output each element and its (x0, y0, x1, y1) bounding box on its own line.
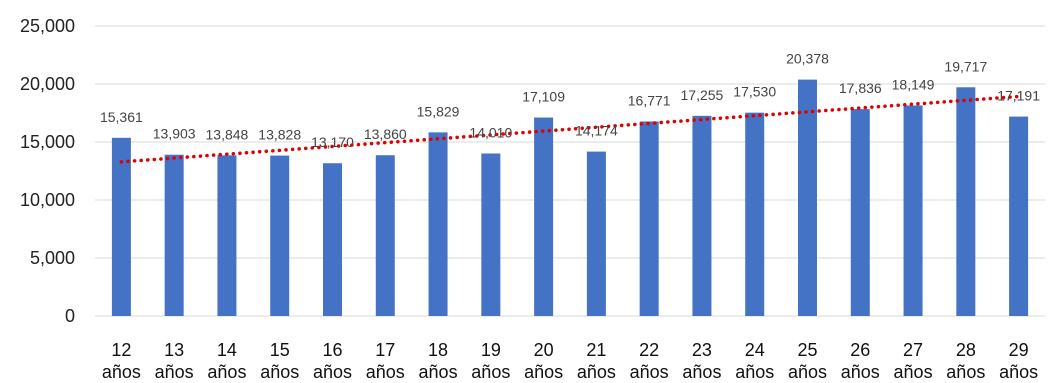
data-label: 13,828 (258, 127, 301, 143)
x-category-label: 27 años (894, 340, 933, 382)
x-axis-categories: 12 años 13 años 14 años 15 años 16 años 17 años 18 añ… (102, 340, 1038, 382)
bar (956, 87, 976, 316)
x-category-label: 28 años (946, 340, 985, 382)
x-category-label: 25 años (788, 340, 827, 382)
data-labels: 15,361 13,903 13,848 13,828 13,170 13,860 15,8… (100, 51, 1040, 151)
bars (111, 79, 1029, 317)
x-category-label: 13 años (155, 340, 194, 382)
x-category-label: 12 años (102, 340, 141, 382)
bar (323, 163, 342, 316)
gridlines (95, 25, 1045, 317)
data-label: 13,848 (206, 126, 249, 142)
bar (111, 137, 131, 316)
x-category-label: 19 años (471, 340, 510, 382)
bar (639, 121, 659, 317)
data-label: 14,010 (469, 124, 512, 140)
x-category-label: 23 años (682, 340, 721, 382)
x-category-label: 24 años (735, 340, 774, 382)
bar (481, 153, 501, 316)
data-label: 18,149 (892, 76, 935, 92)
y-tick-label: 5,000 (30, 248, 75, 268)
bar (850, 109, 870, 316)
data-label: 15,829 (417, 103, 460, 119)
x-category-label: 21 años (577, 340, 616, 382)
data-label: 19,717 (944, 58, 987, 74)
bar (692, 115, 712, 316)
x-category-label: 20 años (524, 340, 563, 382)
data-label: 13,170 (311, 134, 354, 150)
data-label: 13,903 (153, 126, 196, 142)
y-axis-ticks: 0 5,000 10,000 15,000 20,000 25,000 (20, 16, 75, 326)
x-category-label: 16 años (313, 340, 352, 382)
trendline (119, 94, 1021, 164)
bar (217, 155, 237, 316)
x-category-label: 29 años (999, 340, 1038, 382)
data-label: 15,361 (100, 109, 143, 125)
data-label: 14,174 (575, 123, 618, 139)
data-label: 13,860 (364, 126, 407, 142)
bar (798, 79, 817, 316)
data-label: 17,255 (681, 87, 724, 103)
x-category-label: 15 años (260, 340, 299, 382)
data-label: 17,109 (522, 89, 565, 105)
x-category-label: 17 años (366, 340, 405, 382)
bar (745, 112, 765, 316)
bar (428, 132, 448, 316)
y-tick-label: 15,000 (20, 132, 75, 152)
data-label: 16,771 (628, 92, 671, 108)
x-category-label: 14 años (207, 340, 246, 382)
bar (903, 105, 923, 316)
y-tick-label: 10,000 (20, 190, 75, 210)
y-tick-label: 20,000 (20, 74, 75, 94)
bar (270, 155, 290, 316)
data-label: 20,378 (786, 51, 829, 67)
x-category-label: 18 años (419, 340, 458, 382)
x-category-label: 22 años (630, 340, 669, 382)
trendline-layer (119, 94, 1021, 164)
bar (1009, 116, 1029, 316)
y-tick-label: 25,000 (20, 16, 75, 36)
bar (164, 154, 184, 316)
data-label: 17,530 (733, 84, 776, 100)
bar (534, 117, 554, 316)
data-label: 17,191 (997, 88, 1040, 104)
x-category-label: 26 años (841, 340, 880, 382)
data-label: 17,836 (839, 80, 882, 96)
bar (586, 151, 606, 316)
y-tick-label: 0 (65, 306, 75, 326)
bar (375, 155, 395, 316)
